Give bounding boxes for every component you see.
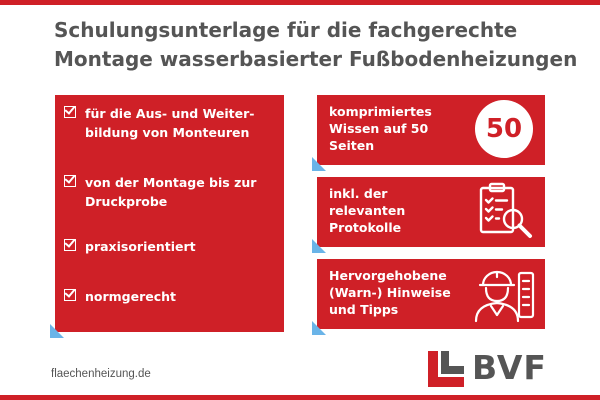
corner-fold-blue	[312, 321, 326, 335]
checkbox-icon	[64, 175, 76, 187]
page-title: Schulungsunterlage für die fachgerechte …	[54, 16, 578, 74]
corner-fold-blue	[312, 157, 326, 171]
feature-line-1: praxisorientiert	[85, 239, 196, 254]
highlight-line-1: komprimiertes	[329, 104, 432, 119]
feature-item: von der Montage bis zur Druckprobe	[64, 173, 279, 211]
features-card: für die Aus- und Weiter- bildung von Mon…	[50, 95, 284, 338]
feature-item: praxisorientiert	[64, 237, 279, 256]
feature-item: normgerecht	[64, 287, 279, 306]
bottom-red-bar	[0, 395, 600, 400]
highlight-line-2: Wissen auf 50	[329, 121, 429, 136]
highlight-line-3: Protokolle	[329, 220, 402, 235]
highlight-text: komprimiertes Wissen auf 50 Seiten	[329, 103, 459, 154]
bvf-logo-mark-icon	[428, 351, 464, 387]
corner-fold-blue	[312, 239, 326, 253]
pages-badge: 50	[475, 100, 533, 158]
website-url[interactable]: flaechenheizung.de	[51, 368, 151, 380]
top-red-bar	[0, 0, 600, 5]
highlight-line-1: inkl. der	[329, 186, 388, 201]
highlight-line-1: Hervorgehobene	[329, 268, 447, 283]
highlight-text: Hervorgehobene (Warn-) Hinweise und Tipp…	[329, 267, 459, 318]
worker-helmet-icon	[474, 270, 535, 323]
highlight-text: inkl. der relevanten Protokolle	[329, 185, 459, 236]
highlight-line-2: (Warn-) Hinweise	[329, 285, 451, 300]
highlight-line-2: relevanten	[329, 203, 406, 218]
checkbox-icon	[64, 239, 76, 251]
highlight-card-pages: komprimiertes Wissen auf 50 Seiten 50	[312, 95, 545, 171]
logo-text: BVF	[472, 348, 547, 387]
title-line-2: Montage wasserbasierter Fußbodenheizunge…	[54, 47, 578, 71]
highlight-card-protocols: inkl. der relevanten Protokolle	[312, 177, 545, 253]
feature-line-2: Druckprobe	[85, 194, 168, 209]
clipboard-magnifier-icon	[479, 182, 532, 238]
highlight-line-3: Seiten	[329, 138, 375, 153]
feature-line-1: von der Montage bis zur	[85, 175, 257, 190]
feature-line-1: für die Aus- und Weiter-	[85, 106, 255, 121]
highlight-line-3: und Tipps	[329, 302, 399, 317]
highlight-card-tips: Hervorgehobene (Warn-) Hinweise und Tipp…	[312, 259, 545, 335]
bvf-logo: BVF	[428, 348, 550, 387]
feature-item: für die Aus- und Weiter- bildung von Mon…	[64, 104, 279, 142]
checkbox-icon	[64, 289, 76, 301]
corner-fold-blue	[50, 324, 64, 338]
feature-line-1: normgerecht	[85, 289, 177, 304]
feature-line-2: bildung von Monteuren	[85, 125, 250, 140]
title-line-1: Schulungsunterlage für die fachgerechte	[54, 18, 518, 42]
checkbox-icon	[64, 106, 76, 118]
